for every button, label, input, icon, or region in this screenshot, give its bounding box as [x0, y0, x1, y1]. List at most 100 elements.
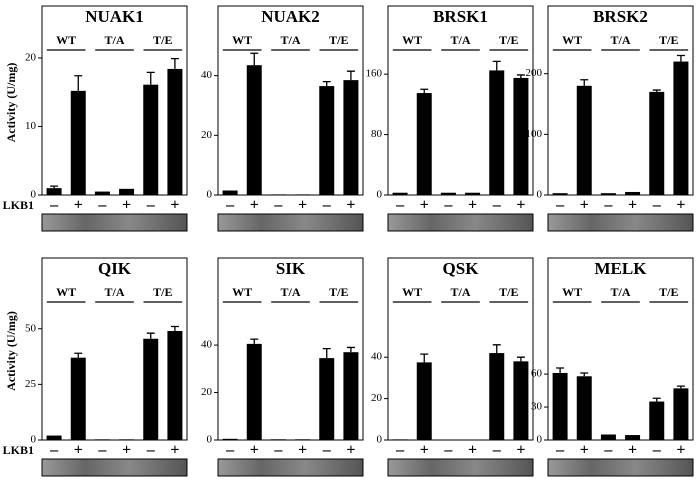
group-label: T/E: [659, 285, 678, 299]
group-label: T/E: [329, 285, 348, 299]
y-tick-label: 80: [371, 128, 383, 140]
group-label: WT: [232, 33, 252, 47]
y-tick-label: 0: [537, 189, 543, 201]
group-label: T/E: [499, 285, 518, 299]
y-tick-label: 10: [25, 120, 37, 132]
x-tick-label: +: [628, 442, 637, 459]
bar: [70, 357, 86, 440]
group-label: T/A: [104, 33, 124, 47]
error-bar: [676, 385, 685, 389]
x-tick-label: –: [555, 197, 565, 214]
bar: [319, 86, 335, 195]
bar: [513, 361, 529, 440]
group-label: WT: [562, 33, 582, 47]
bar: [167, 330, 183, 440]
x-tick-label: –: [146, 197, 156, 214]
bar: [576, 85, 592, 195]
panel-frame: [41, 257, 188, 441]
x-tick-label: +: [298, 442, 307, 459]
error-bar: [170, 325, 179, 331]
x-tick-label: –: [603, 197, 613, 214]
x-tick-label: +: [468, 197, 477, 214]
y-tick-label: 50: [25, 322, 37, 334]
x-tick-label: +: [170, 197, 179, 214]
group-label: T/A: [280, 33, 300, 47]
panel-frame: [217, 257, 364, 441]
group-label: T/A: [280, 285, 300, 299]
error-bar: [580, 79, 589, 86]
x-tick-label: +: [346, 442, 355, 459]
x-tick-label: +: [298, 197, 307, 214]
x-tick-label: –: [322, 442, 332, 459]
y-tick-label: 0: [207, 434, 213, 446]
x-tick-label: +: [122, 197, 131, 214]
x-tick-label: –: [273, 197, 283, 214]
bar: [295, 194, 311, 195]
group-label: WT: [56, 33, 76, 47]
x-tick-label: +: [516, 442, 525, 459]
group-label: WT: [232, 285, 252, 299]
error-bar: [516, 356, 525, 362]
error-bar: [516, 74, 525, 78]
x-tick-label: +: [580, 197, 589, 214]
western-blot: [547, 213, 694, 232]
bar: [392, 439, 408, 440]
western-blot: [41, 458, 188, 477]
y-tick-label: 0: [537, 434, 543, 446]
x-tick-label: –: [49, 197, 59, 214]
error-bar: [652, 89, 661, 92]
group-label: WT: [562, 285, 582, 299]
bar: [119, 439, 135, 440]
x-tick-label: +: [676, 197, 685, 214]
bar: [576, 376, 592, 440]
x-tick-label: +: [346, 197, 355, 214]
bar: [143, 338, 159, 440]
panel-title: QSK: [443, 259, 480, 278]
bar: [625, 191, 641, 195]
bar: [246, 343, 262, 440]
error-bar: [322, 347, 331, 359]
bar: [392, 192, 408, 195]
bar: [270, 439, 286, 440]
bar: [343, 352, 359, 440]
y-tick-label: 40: [371, 351, 383, 363]
error-bar: [50, 185, 59, 189]
panel-title: NUAK1: [85, 7, 144, 26]
error-bar: [556, 367, 565, 373]
y-tick-label: 60: [531, 368, 543, 380]
group-label: T/E: [153, 33, 172, 47]
error-bar: [492, 60, 501, 71]
y-tick-label: 200: [526, 67, 543, 79]
bar: [552, 372, 568, 440]
error-bar: [676, 54, 685, 62]
bar: [416, 362, 432, 440]
x-tick-label: –: [555, 442, 565, 459]
western-blot: [387, 213, 534, 232]
y-tick-label: 0: [377, 434, 383, 446]
error-bar: [420, 88, 429, 94]
x-tick-label: +: [676, 442, 685, 459]
bar: [625, 435, 641, 440]
bar: [673, 61, 689, 196]
bar: [600, 434, 616, 440]
x-tick-label: –: [395, 442, 405, 459]
bar: [167, 68, 183, 195]
x-tick-label: –: [225, 442, 235, 459]
x-tick-label: –: [322, 197, 332, 214]
y-axis-label: Activity (U/mg): [4, 63, 18, 143]
x-tick-label: +: [250, 197, 259, 214]
x-tick-label: +: [122, 442, 131, 459]
x-tick-label: +: [250, 442, 259, 459]
group-label: WT: [402, 33, 422, 47]
x-tick-label: –: [652, 442, 662, 459]
bar: [673, 388, 689, 440]
error-bar: [146, 71, 155, 85]
western-blot: [217, 213, 364, 232]
group-label: T/E: [153, 285, 172, 299]
group-label: T/E: [499, 33, 518, 47]
group-label: T/A: [450, 33, 470, 47]
y-tick-label: 0: [31, 434, 37, 446]
x-tick-label: –: [146, 442, 156, 459]
y-tick-label: 0: [31, 189, 37, 201]
